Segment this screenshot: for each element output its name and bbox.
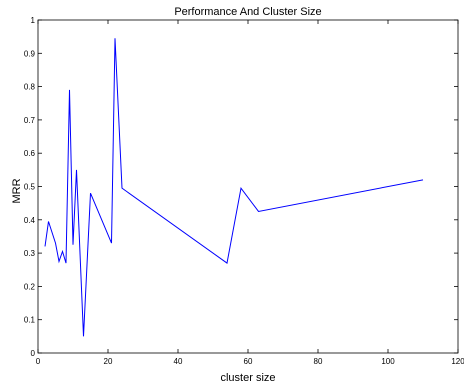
x-tick-label: 120 (451, 357, 464, 366)
y-tick-label: 0.4 (24, 216, 36, 225)
x-tick-label: 80 (314, 357, 323, 366)
y-axis: 0 0.1 0.2 0.3 0.4 0.5 0.6 0.7 0.8 0.9 1 (24, 16, 458, 358)
x-tick-label: 100 (381, 357, 395, 366)
series-layer (44, 38, 424, 337)
y-tick-label: 0.7 (24, 116, 36, 125)
x-tick-label: 20 (104, 357, 113, 366)
y-tick-label: 0.6 (24, 149, 36, 158)
x-tick-label: 40 (174, 357, 183, 366)
y-tick-label: 0 (31, 349, 36, 358)
y-tick-label: 0.3 (24, 249, 36, 258)
y-tick-label: 1 (31, 16, 36, 25)
y-tick-label: 0.9 (24, 49, 36, 58)
x-tick-label: 60 (244, 357, 253, 366)
series-line (44, 38, 424, 337)
chart-title: Performance And Cluster Size (174, 6, 321, 18)
y-tick-label: 0.2 (24, 282, 36, 291)
y-axis-label: MRR (11, 178, 23, 203)
y-tick-label: 0.8 (24, 83, 36, 92)
y-tick-label: 0.5 (24, 183, 36, 192)
y-tick-label: 0.1 (24, 316, 36, 325)
x-tick-label: 0 (36, 357, 41, 366)
x-axis-label: cluster size (220, 372, 275, 383)
x-axis: 0 20 40 60 80 100 120 (36, 20, 464, 366)
